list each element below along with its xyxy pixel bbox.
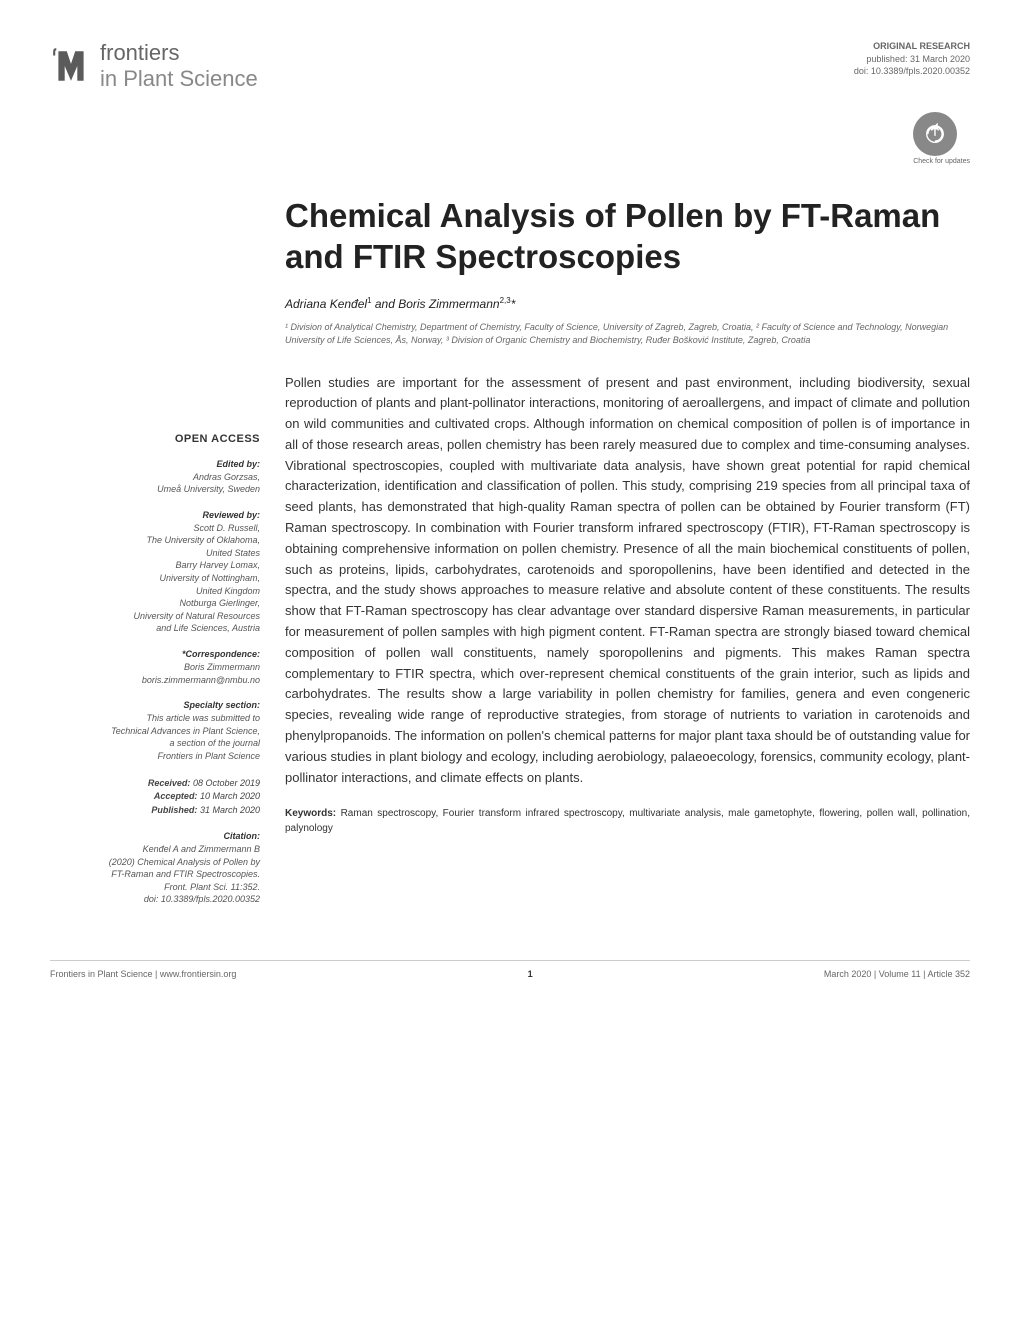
edited-by-section: Edited by: Andras Gorzsas, Umeå Universi… [50,459,260,496]
check-updates-badge[interactable]: Check for updates [50,112,970,165]
footer-page-number: 1 [528,969,533,979]
correspondence-section: *Correspondence: Boris Zimmermann boris.… [50,649,260,686]
abstract-column: Pollen studies are important for the ass… [285,373,970,921]
dates-section: Received: 08 October 2019 Accepted: 10 M… [50,777,260,818]
correspondence-text: Boris Zimmermann boris.zimmermann@nmbu.n… [50,661,260,686]
header: frontiers in Plant Science ORIGINAL RESE… [50,40,970,92]
article-type: ORIGINAL RESEARCH [854,40,970,53]
journal-logo: frontiers in Plant Science [50,40,258,92]
reviewed-by-section: Reviewed by: Scott D. Russell, The Unive… [50,510,260,635]
sidebar: OPEN ACCESS Edited by: Andras Gorzsas, U… [50,373,260,921]
publication-meta: ORIGINAL RESEARCH published: 31 March 20… [854,40,970,78]
specialty-section: Specialty section: This article was subm… [50,700,260,762]
keywords-text: Raman spectroscopy, Fourier transform in… [285,808,970,834]
published-date-sidebar: 31 March 2020 [200,805,260,815]
received-date: 08 October 2019 [193,778,260,788]
published-date: published: 31 March 2020 [854,53,970,66]
reviewed-by-text: Scott D. Russell, The University of Okla… [50,522,260,635]
specialty-label: Specialty section: [50,700,260,710]
accepted-label: Accepted: [154,791,198,801]
citation-text: Kenđel A and Zimmermann B (2020) Chemica… [50,843,260,906]
frontiers-logo-icon [50,45,92,87]
author-1: Adriana Kenđel [285,297,367,311]
author-2: Boris Zimmermann [398,297,499,311]
edited-by-label: Edited by: [50,459,260,469]
reviewed-by-label: Reviewed by: [50,510,260,520]
citation-label: Citation: [50,831,260,841]
doi-text: doi: 10.3389/fpls.2020.00352 [854,65,970,78]
footer-left: Frontiers in Plant Science | www.frontie… [50,969,236,979]
authors-line: Adriana Kenđel1 and Boris Zimmermann2,3* [50,296,970,311]
open-access-label: OPEN ACCESS [50,433,260,445]
specialty-text: This article was submitted to Technical … [50,712,260,762]
brand-line2: in Plant Science [100,66,258,91]
keywords-label: Keywords: [285,808,336,819]
article-title: Chemical Analysis of Pollen by FT-Raman … [50,195,970,278]
received-label: Received: [148,778,191,788]
journal-name: frontiers in Plant Science [100,40,258,92]
brand-line1: frontiers [100,40,179,65]
affiliations: ¹ Division of Analytical Chemistry, Depa… [50,321,970,348]
author-2-corr-mark: * [511,297,516,311]
updates-badge-icon [913,112,957,156]
author-2-affil: 2,3 [500,296,511,305]
updates-badge-label: Check for updates [913,158,970,165]
published-label: Published: [151,805,197,815]
abstract-text: Pollen studies are important for the ass… [285,373,970,789]
correspondence-label: *Correspondence: [50,649,260,659]
footer-right: March 2020 | Volume 11 | Article 352 [824,969,970,979]
page-footer: Frontiers in Plant Science | www.frontie… [50,960,970,979]
citation-section: Citation: Kenđel A and Zimmermann B (202… [50,831,260,906]
authors-joiner: and [372,297,399,311]
edited-by-text: Andras Gorzsas, Umeå University, Sweden [50,471,260,496]
keywords-block: Keywords: Raman spectroscopy, Fourier tr… [285,806,970,836]
accepted-date: 10 March 2020 [200,791,260,801]
